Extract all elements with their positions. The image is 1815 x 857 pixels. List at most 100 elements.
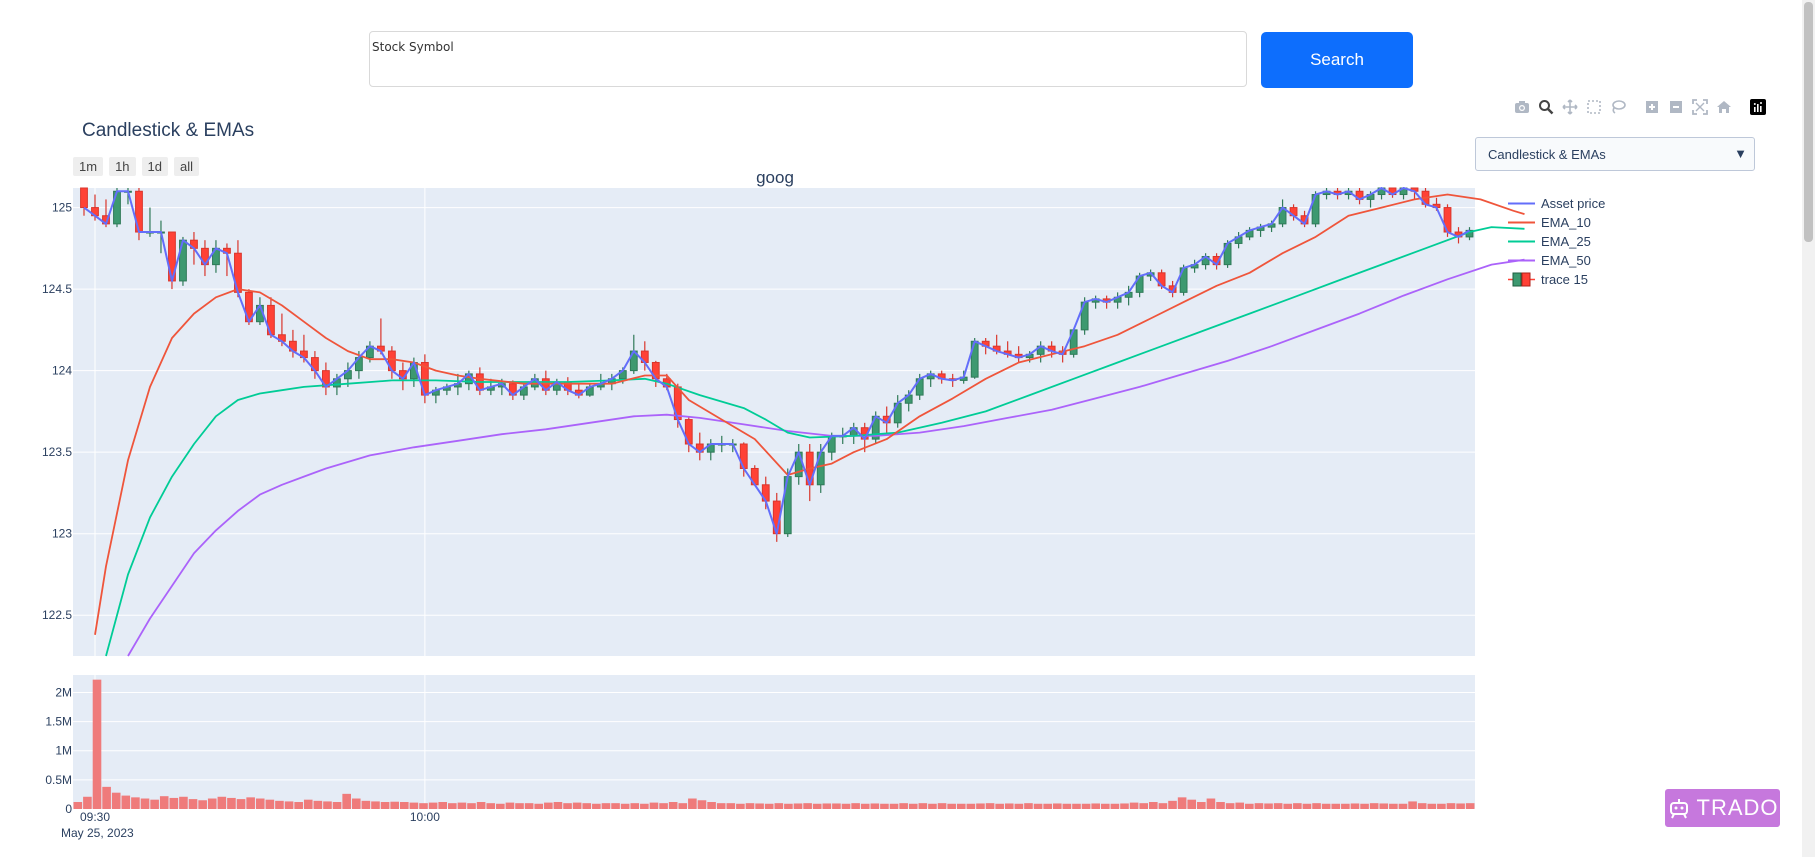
candle-body [1190,264,1199,269]
volume-bar [841,803,851,809]
volume-bar [928,803,937,809]
candle-body [1168,285,1177,293]
chart-type-dropdown[interactable]: Candlestick & EMAs ▼ [1475,137,1755,171]
volume-bar [390,801,399,809]
pan-icon[interactable] [1558,96,1582,118]
volume-bar [198,800,207,809]
search-button[interactable]: Search [1261,32,1413,88]
candle-body [398,370,407,380]
candle-body [695,443,704,453]
candle-body [794,451,803,478]
candle-body [1399,187,1408,196]
volume-bar [1139,803,1149,809]
candle-body [1014,353,1023,359]
volume-bar [1033,803,1043,809]
candle-body [409,361,418,380]
volume-bar [1360,803,1369,809]
volume-bar [649,802,659,809]
camera-icon[interactable] [1510,96,1534,118]
volume-bar [1446,803,1456,809]
volume-bar [937,803,947,809]
scrollbar-thumb[interactable] [1804,2,1813,242]
candle-body [684,419,693,445]
volume-bar [159,796,169,809]
volume-bar [1283,803,1293,809]
volume-bar [227,797,236,809]
stock-symbol-input[interactable]: Stock Symbol [369,31,1247,87]
volume-bar [736,803,745,809]
volume-bar [303,799,313,809]
candle-body [322,370,330,388]
volume-bar [1341,803,1350,809]
candle-body [970,340,979,378]
candle-body [728,443,737,446]
legend-item-trace-15[interactable]: trace 15 [1507,270,1605,289]
candle-body [904,394,913,404]
candle-body [453,383,462,388]
candle-body [1201,255,1210,266]
ema-25-line [105,226,1525,657]
candle-body [80,187,88,209]
range-button-1m[interactable]: 1m [73,157,104,176]
y-tick-label: 124 [52,364,72,378]
asset-price-line [83,187,1471,535]
volume-bar [111,792,121,809]
volume-bar [889,803,899,809]
legend-line-swatch [1508,202,1535,205]
candle-body [1432,203,1441,209]
legend-item-ema-10[interactable]: EMA_10 [1507,213,1605,232]
zoom-icon[interactable] [1534,96,1558,118]
candle-body [223,247,231,254]
volume-bar [553,802,563,809]
candle-body [563,381,572,391]
volume-bar [918,803,928,809]
candle-body [816,451,825,486]
volume-bar [764,803,774,809]
volume-bar [1417,803,1427,809]
x-tick-label: 10:00 [410,810,440,824]
volume-bar [880,803,889,809]
candle-body [1465,229,1474,238]
candle-body [618,370,627,380]
zoom-out-icon[interactable] [1664,96,1688,118]
range-button-1d[interactable]: 1d [141,157,168,176]
y-tick-label: 124.5 [42,282,72,296]
x-tick-label: 09:30 [80,810,110,824]
range-button-all[interactable]: all [174,157,200,176]
volume-bar [745,803,755,809]
legend-item-asset-price[interactable]: Asset price [1507,194,1605,213]
box-select-icon[interactable] [1582,96,1606,118]
candle-body [1102,298,1111,303]
candle-body [311,357,319,372]
volume-bar [832,803,841,809]
legend-item-ema-25[interactable]: EMA_25 [1507,232,1605,251]
volume-bar [1149,802,1158,809]
lasso-select-icon[interactable] [1606,96,1630,118]
range-button-1h[interactable]: 1h [109,157,136,176]
reset-axes-icon[interactable] [1712,96,1736,118]
volume-bar [83,796,92,809]
candle-body [146,231,154,234]
candle-body [201,247,209,266]
volume-bar [1024,803,1033,809]
volume-bar [1408,801,1417,809]
page-scrollbar[interactable] [1802,0,1815,857]
y-tick-label: 123.5 [42,445,72,459]
candle-body [860,427,869,440]
zoom-in-icon[interactable] [1640,96,1664,118]
volume-bar [140,798,150,809]
legend-item-ema-50[interactable]: EMA_50 [1507,251,1605,270]
autoscale-icon[interactable] [1688,96,1712,118]
plotly-logo-icon[interactable] [1746,96,1770,118]
candle-body [1421,190,1430,205]
candle-body [530,378,539,388]
volume-bar [419,803,428,809]
candle-body [420,361,429,396]
candle-body [1311,194,1320,225]
candle-body [1069,329,1078,355]
volume-bar [812,803,822,809]
volume-bar [582,803,592,809]
volume-bar [726,803,736,809]
candle-body [1454,231,1463,238]
